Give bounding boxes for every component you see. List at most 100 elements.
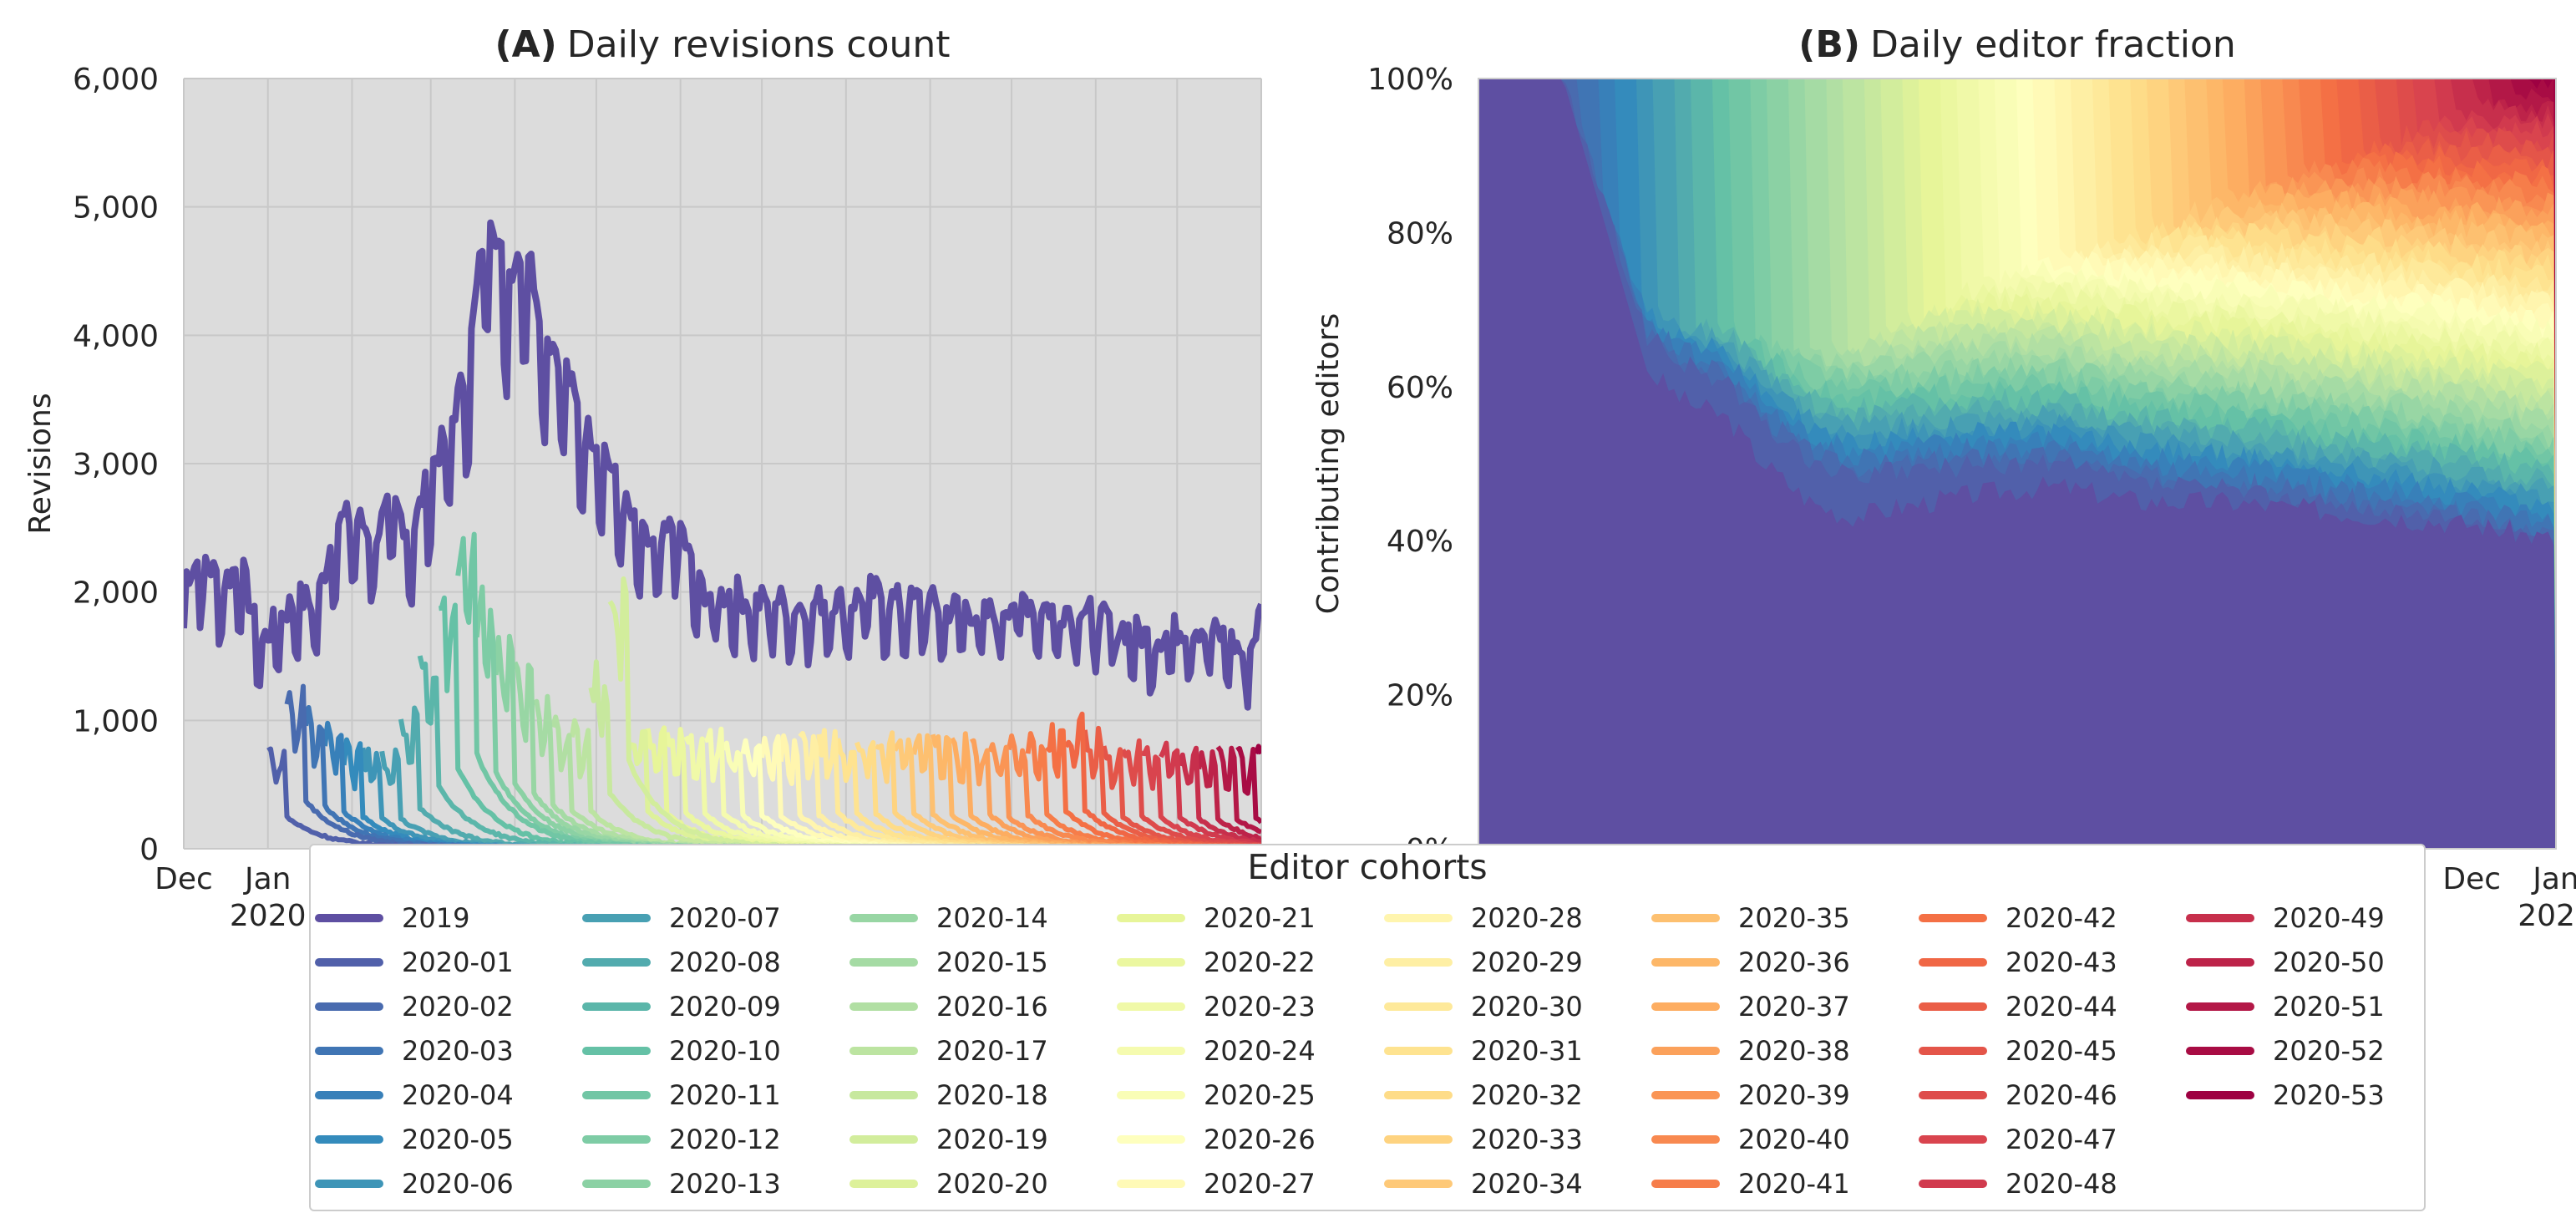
legend-label: 2020-35 bbox=[1738, 902, 1850, 934]
legend-label: 2020-12 bbox=[669, 1124, 781, 1155]
legend-label: 2020-08 bbox=[669, 946, 781, 978]
legend-item: 2020-33 bbox=[1384, 1119, 1583, 1160]
legend-item: 2020-20 bbox=[849, 1163, 1048, 1205]
legend-item: 2020-53 bbox=[2186, 1074, 2385, 1116]
legend-item: 2019 bbox=[315, 897, 469, 939]
legend-swatch bbox=[849, 914, 918, 922]
legend-item: 2020-24 bbox=[1117, 1030, 1316, 1072]
legend-label: 2020-41 bbox=[1738, 1168, 1850, 1200]
legend-label: 2020-33 bbox=[1471, 1124, 1583, 1155]
legend-label: 2020-45 bbox=[2006, 1035, 2117, 1067]
legend-item: 2020-02 bbox=[315, 986, 514, 1028]
legend-swatch bbox=[1651, 958, 1720, 967]
legend-swatch bbox=[315, 1047, 383, 1055]
legend-swatch bbox=[849, 1002, 918, 1011]
legend-item: 2020-21 bbox=[1117, 897, 1316, 939]
legend-swatch bbox=[1384, 914, 1453, 922]
legend-swatch bbox=[582, 914, 651, 922]
legend-label: 2020-09 bbox=[669, 991, 781, 1023]
legend-swatch bbox=[315, 958, 383, 967]
legend-item: 2020-40 bbox=[1651, 1119, 1850, 1160]
legend-swatch bbox=[2186, 1047, 2254, 1055]
panel-a-ytick-label: 4,000 bbox=[73, 319, 159, 353]
legend-swatch bbox=[1919, 914, 1987, 922]
panel-a-ytick-label: 0 bbox=[139, 833, 159, 867]
legend-swatch bbox=[315, 1002, 383, 1011]
legend-swatch bbox=[582, 1091, 651, 1099]
panel-b-xtick-label: Dec bbox=[2442, 862, 2501, 896]
legend-swatch bbox=[1117, 1180, 1185, 1188]
panel-b-ylabel: Contributing editors bbox=[1311, 313, 1346, 615]
legend-swatch bbox=[1651, 1135, 1720, 1144]
panel-b-ytick-label: 20% bbox=[1387, 679, 1453, 713]
legend-label: 2020-05 bbox=[402, 1124, 514, 1155]
panel-a-title-text: Daily revisions count bbox=[567, 23, 951, 66]
panel-a-ytick-label: 6,000 bbox=[73, 63, 159, 97]
legend-item: 2020-48 bbox=[1919, 1163, 2117, 1205]
panel-b-xtick-label: Jan bbox=[2531, 862, 2576, 896]
legend-label: 2020-40 bbox=[1738, 1124, 1850, 1155]
legend-swatch bbox=[849, 1135, 918, 1144]
legend-label: 2020-37 bbox=[1738, 991, 1850, 1023]
legend-item: 2020-32 bbox=[1384, 1074, 1583, 1116]
legend-label: 2020-24 bbox=[1204, 1035, 1316, 1067]
legend-label: 2020-07 bbox=[669, 902, 781, 934]
legend-item: 2020-50 bbox=[2186, 941, 2385, 983]
legend-swatch bbox=[1384, 1002, 1453, 1011]
panel-b-ytick-label: 40% bbox=[1387, 525, 1453, 559]
legend-swatch bbox=[1384, 958, 1453, 967]
legend-item: 2020-47 bbox=[1919, 1119, 2117, 1160]
legend-label: 2020-49 bbox=[2273, 902, 2385, 934]
legend-label: 2020-02 bbox=[402, 991, 514, 1023]
legend-item: 2020-41 bbox=[1651, 1163, 1850, 1205]
legend-swatch bbox=[1651, 1180, 1720, 1188]
legend-item: 2020-16 bbox=[849, 986, 1048, 1028]
legend-item: 2020-17 bbox=[849, 1030, 1048, 1072]
panel-a-ytick-label: 2,000 bbox=[73, 576, 159, 611]
legend-item: 2020-46 bbox=[1919, 1074, 2117, 1116]
legend-label: 2020-32 bbox=[1471, 1079, 1583, 1111]
legend-item: 2020-29 bbox=[1384, 941, 1583, 983]
legend-label: 2020-06 bbox=[402, 1168, 514, 1200]
legend-item: 2020-49 bbox=[2186, 897, 2385, 939]
legend-label: 2020-39 bbox=[1738, 1079, 1850, 1111]
legend-label: 2020-38 bbox=[1738, 1035, 1850, 1067]
legend-label: 2020-21 bbox=[1204, 902, 1316, 934]
legend-item: 2020-11 bbox=[582, 1074, 781, 1116]
legend-item: 2020-52 bbox=[2186, 1030, 2385, 1072]
legend-item: 2020-05 bbox=[315, 1119, 514, 1160]
panel-b-ytick-label: 60% bbox=[1387, 371, 1453, 405]
legend-swatch bbox=[1651, 1047, 1720, 1055]
legend-swatch bbox=[582, 1180, 651, 1188]
legend-swatch bbox=[1919, 1180, 1987, 1188]
legend-swatch bbox=[1117, 958, 1185, 967]
series-line-2020-53 bbox=[1253, 743, 1261, 755]
legend-item: 2020-45 bbox=[1919, 1030, 2117, 1072]
legend-swatch bbox=[1919, 1135, 1987, 1144]
legend-swatch bbox=[1384, 1180, 1453, 1188]
legend-label: 2020-42 bbox=[2006, 902, 2117, 934]
legend-swatch bbox=[582, 1135, 651, 1144]
legend-swatch bbox=[1651, 914, 1720, 922]
stack-band-2019 bbox=[1478, 79, 2556, 849]
legend-label: 2020-03 bbox=[402, 1035, 514, 1067]
legend-swatch bbox=[1117, 914, 1185, 922]
legend-swatch bbox=[1651, 1002, 1720, 1011]
legend-label: 2020-43 bbox=[2006, 946, 2117, 978]
panel-b-y-ticks: 0%20%40%60%80%100% bbox=[1367, 63, 1453, 867]
legend-label: 2020-31 bbox=[1471, 1035, 1583, 1067]
legend-item: 2020-42 bbox=[1919, 897, 2117, 939]
legend-swatch bbox=[1384, 1091, 1453, 1099]
legend-swatch bbox=[1117, 1002, 1185, 1011]
legend-item: 2020-23 bbox=[1117, 986, 1316, 1028]
panel-a-title: (A) Daily revisions count bbox=[494, 23, 950, 66]
legend-label: 2020-20 bbox=[936, 1168, 1048, 1200]
legend-swatch bbox=[849, 1047, 918, 1055]
legend-label: 2020-52 bbox=[2273, 1035, 2385, 1067]
legend-swatch bbox=[1384, 1135, 1453, 1144]
panel-b-title: (B) Daily editor fraction bbox=[1798, 23, 2236, 66]
legend-label: 2020-19 bbox=[936, 1124, 1048, 1155]
legend: Editor cohorts 2019 2020-01 2020-02 2020-03… bbox=[309, 844, 2426, 1211]
legend-item: 2020-34 bbox=[1384, 1163, 1583, 1205]
